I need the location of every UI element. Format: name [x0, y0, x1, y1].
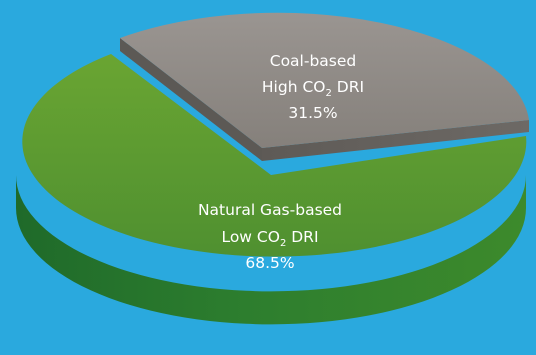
slice-coal-top: [120, 12, 529, 149]
natural-gas-label-line2-sub: 2: [280, 238, 286, 249]
slice-coal: [120, 12, 529, 161]
natural-gas-label-line2-prefix: Low CO: [221, 228, 279, 246]
natural-gas-label: Natural Gas-based Low CO2 DRI 68.5%: [198, 201, 342, 272]
slice-coal-side-right: [262, 120, 529, 161]
coal-label-line2-suffix: DRI: [332, 78, 364, 96]
natural-gas-label-line2: Low CO2 DRI: [221, 228, 318, 249]
coal-label-line2-prefix: High CO: [262, 78, 326, 96]
coal-label: Coal-based High CO2 DRI 31.5%: [262, 52, 364, 122]
natural-gas-label-percent: 68.5%: [245, 254, 294, 272]
slice-natural-gas: [16, 54, 527, 325]
coal-label-line2-sub: 2: [325, 88, 331, 99]
natural-gas-label-line2-suffix: DRI: [286, 228, 318, 246]
slice-natural-gas-side: [16, 175, 527, 325]
natural-gas-label-line1: Natural Gas-based: [198, 201, 342, 219]
coal-label-percent: 31.5%: [288, 104, 337, 122]
slice-natural-gas-top: [22, 54, 527, 257]
coal-label-line2: High CO2 DRI: [262, 78, 364, 99]
slice-coal-side-left: [120, 38, 262, 161]
coal-label-line1: Coal-based: [270, 52, 357, 70]
